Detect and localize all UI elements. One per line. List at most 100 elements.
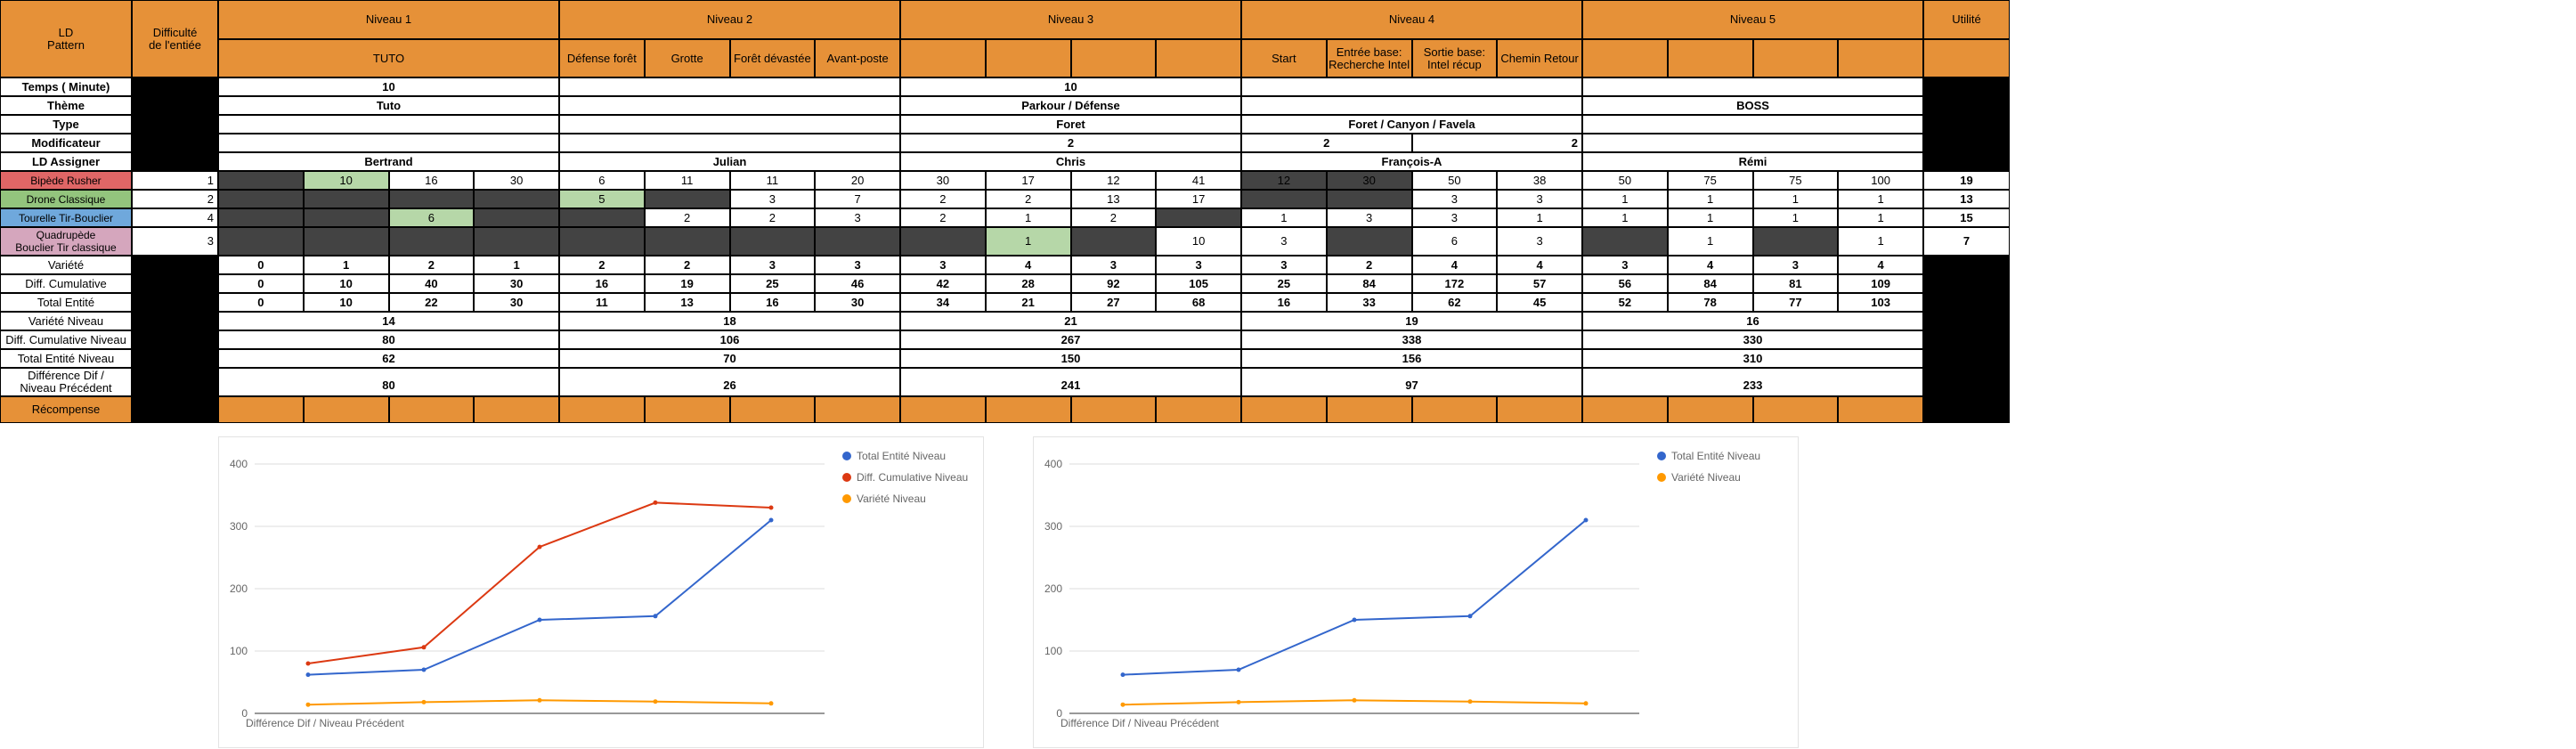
stat-0-cell[interactable]: 3 [1070,256,1157,274]
series-1-point[interactable] [653,500,658,505]
stat-1-cell[interactable]: 109 [1838,274,1923,293]
enemy-2-cell[interactable]: 2 [900,208,986,227]
stat-2-cell[interactable]: 78 [1667,293,1753,312]
stat-1-cell[interactable]: 30 [474,274,559,293]
enemy-0-cell[interactable]: 41 [1156,171,1241,190]
level-stat-0-niveau-2[interactable]: 18 [559,312,900,330]
enemy-3-cell[interactable] [900,227,986,256]
stat-1-cell[interactable]: 56 [1582,274,1668,293]
stat-0-cell[interactable]: 4 [1667,256,1753,274]
stat-2-cell[interactable]: 13 [644,293,730,312]
enemy-0-cell[interactable]: 75 [1667,171,1753,190]
stat-0-cell[interactable]: 3 [1156,256,1241,274]
reward-cell[interactable] [218,396,304,423]
enemy-2-cell[interactable]: 3 [1411,208,1498,227]
stat-0-cell[interactable]: 3 [1752,256,1839,274]
stat-0-cell[interactable]: 2 [559,256,645,274]
series-1-point[interactable] [1467,699,1473,704]
stat-0-cell[interactable]: 3 [729,256,816,274]
series-1-point[interactable] [537,544,542,550]
enemy-2-cell[interactable] [474,208,559,227]
series-2-point[interactable] [537,697,542,703]
stat-0-cell[interactable]: 4 [1411,256,1498,274]
enemy-2-cell[interactable]: 2 [644,208,730,227]
level-stat-1-niveau-4[interactable]: 338 [1241,330,1582,349]
enemy-0-cell[interactable]: 100 [1838,171,1923,190]
stat-0-cell[interactable]: 2 [1326,256,1412,274]
stat-2-cell[interactable]: 52 [1582,293,1668,312]
stat-1-cell[interactable]: 16 [559,274,645,293]
stat-1-cell[interactable]: 25 [1241,274,1327,293]
stat-1-cell[interactable]: 81 [1752,274,1839,293]
series-2-point[interactable] [421,699,427,704]
stat-0-cell[interactable]: 3 [1582,256,1668,274]
enemy-1-cell[interactable] [644,190,730,208]
stat-2-cell[interactable]: 45 [1497,293,1582,312]
enemy-1-cell[interactable]: 1 [1582,190,1668,208]
enemy-0-cell[interactable]: 50 [1411,171,1498,190]
reward-cell[interactable] [985,396,1071,423]
level-stat-1-niveau-3[interactable]: 267 [900,330,1241,349]
enemy-0-cell[interactable]: 38 [1497,171,1582,190]
enemy-1-cell[interactable]: 1 [1752,190,1839,208]
stat-2-cell[interactable]: 34 [900,293,986,312]
level-stat-3-niveau-1[interactable]: 80 [218,368,559,396]
enemy-0-cell[interactable]: 30 [474,171,559,190]
enemy-2-cell[interactable]: 3 [815,208,900,227]
series-2-point[interactable] [305,702,311,707]
enemy-3-cell[interactable] [1752,227,1839,256]
enemy-3-cell[interactable] [644,227,730,256]
stat-2-cell[interactable]: 11 [559,293,645,312]
enemy-1-cell[interactable]: 3 [729,190,816,208]
enemy-3-cell[interactable]: 1 [1838,227,1923,256]
enemy-1-cell[interactable]: 13 [1070,190,1157,208]
enemy-2-cell[interactable]: 2 [729,208,816,227]
enemy-2-cell[interactable] [559,208,645,227]
series-2-point[interactable] [768,701,774,706]
enemy-1-cell[interactable]: 1 [1838,190,1923,208]
enemy-1-cell[interactable]: 7 [815,190,900,208]
level-stat-0-niveau-4[interactable]: 19 [1241,312,1582,330]
stat-1-cell[interactable]: 0 [218,274,304,293]
reward-cell[interactable] [729,396,816,423]
enemy-3-cell[interactable] [1070,227,1157,256]
enemy-2-cell[interactable]: 2 [1070,208,1157,227]
enemy-2-cell[interactable]: 3 [1326,208,1412,227]
enemy-3-cell[interactable] [218,227,304,256]
enemy-2-cell[interactable]: 6 [388,208,475,227]
level-stat-3-niveau-3[interactable]: 241 [900,368,1241,396]
enemy-3-cell[interactable]: 1 [985,227,1071,256]
stat-2-cell[interactable]: 16 [729,293,816,312]
enemy-0-cell[interactable]: 11 [729,171,816,190]
reward-cell[interactable] [303,396,389,423]
level-stat-2-niveau-4[interactable]: 156 [1241,349,1582,368]
level-stat-1-niveau-2[interactable]: 106 [559,330,900,349]
stat-1-cell[interactable]: 10 [303,274,389,293]
enemy-2-cell[interactable]: 1 [1582,208,1668,227]
stat-0-cell[interactable]: 2 [644,256,730,274]
enemy-0-cell[interactable]: 30 [1326,171,1412,190]
series-0-point[interactable] [1352,617,1357,623]
level-stat-3-niveau-5[interactable]: 233 [1582,368,1923,396]
series-0-point[interactable] [1120,672,1125,678]
enemy-3-cell[interactable]: 10 [1156,227,1241,256]
stat-1-cell[interactable]: 92 [1070,274,1157,293]
enemy-2-cell[interactable] [1156,208,1241,227]
level-stat-0-niveau-5[interactable]: 16 [1582,312,1923,330]
reward-cell[interactable] [474,396,559,423]
enemy-0-cell[interactable]: 6 [559,171,645,190]
chart-right[interactable]: 0 100 200 300 400 Différence Dif / Niveau Pré… [1033,436,1799,748]
enemy-1-cell[interactable] [1241,190,1327,208]
stat-1-cell[interactable]: 57 [1497,274,1582,293]
stat-2-cell[interactable]: 21 [985,293,1071,312]
stat-1-cell[interactable]: 172 [1411,274,1498,293]
reward-cell[interactable] [559,396,645,423]
level-stat-3-niveau-4[interactable]: 97 [1241,368,1582,396]
enemy-1-cell[interactable] [474,190,559,208]
stat-0-cell[interactable]: 0 [218,256,304,274]
enemy-0-cell[interactable]: 12 [1241,171,1327,190]
level-stat-0-niveau-1[interactable]: 14 [218,312,559,330]
enemy-1-cell[interactable]: 3 [1497,190,1582,208]
level-stat-1-niveau-5[interactable]: 330 [1582,330,1923,349]
reward-cell[interactable] [900,396,986,423]
